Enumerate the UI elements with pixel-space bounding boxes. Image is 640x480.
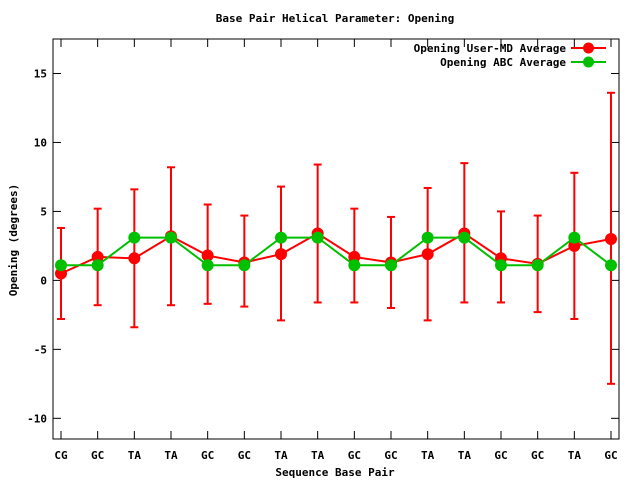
legend-label: Opening User-MD Average: [414, 42, 567, 55]
y-tick-label: 10: [34, 136, 47, 149]
data-point-abc: [165, 231, 177, 244]
x-tick-label: GC: [238, 449, 251, 462]
x-tick-label: GC: [348, 449, 361, 462]
y-axis-label: Opening (degrees): [7, 184, 20, 297]
x-tick-label: CG: [54, 449, 68, 462]
data-point-abc: [531, 259, 544, 272]
data-point-abc: [275, 231, 287, 244]
x-tick-label: TA: [274, 449, 288, 462]
x-tick-label: TA: [568, 449, 582, 462]
data-point-abc: [458, 231, 471, 244]
x-tick-label: TA: [421, 449, 435, 462]
y-tick-label: 0: [40, 274, 47, 287]
data-point-abc: [91, 259, 104, 272]
data-point-abc: [128, 231, 141, 244]
x-tick-label: TA: [164, 449, 178, 462]
data-point-abc: [201, 259, 214, 272]
y-tick-label: 5: [40, 205, 47, 218]
data-point-user-md: [605, 233, 617, 245]
plot-area: -10 -5 0 5 10 15 CG GC TA TA GC GC TA TA GC GC TA TA GC GC T…: [27, 39, 619, 462]
x-tick-label: TA: [458, 449, 472, 462]
data-point-abc: [348, 259, 361, 272]
data-point-abc: [568, 231, 581, 244]
data-point-user-md: [421, 248, 434, 261]
x-tick-label: TA: [128, 449, 142, 462]
data-point-abc: [605, 259, 617, 272]
legend-label: Opening ABC Average: [440, 56, 566, 69]
legend-marker: [583, 56, 594, 68]
data-point-abc: [311, 231, 324, 244]
y-tick-label: 15: [34, 67, 47, 80]
data-point-abc: [55, 259, 67, 272]
x-tick-label: GC: [604, 449, 617, 462]
data-point-abc: [385, 259, 397, 272]
y-tick-label: -5: [34, 343, 47, 356]
legend-marker: [583, 42, 594, 54]
series-line-abc: [61, 236, 612, 267]
y-tick-label: -10: [27, 412, 47, 425]
chart-title: Base Pair Helical Parameter: Opening: [216, 12, 454, 25]
data-point-user-md: [128, 252, 141, 265]
data-point-abc: [421, 231, 434, 244]
x-axis-label: Sequence Base Pair: [275, 466, 395, 479]
x-tick-label: TA: [311, 449, 325, 462]
data-point-user-md: [275, 248, 287, 261]
x-tick-label: GC: [91, 449, 104, 462]
x-tick-label: GC: [201, 449, 214, 462]
x-tick-label: GC: [531, 449, 544, 462]
x-tick-label: GC: [384, 449, 397, 462]
data-point-abc: [238, 259, 251, 272]
plot-frame: [52, 38, 620, 440]
data-point-abc: [495, 259, 507, 272]
x-tick-label: GC: [494, 449, 507, 462]
series-line-user-md: [60, 232, 612, 275]
